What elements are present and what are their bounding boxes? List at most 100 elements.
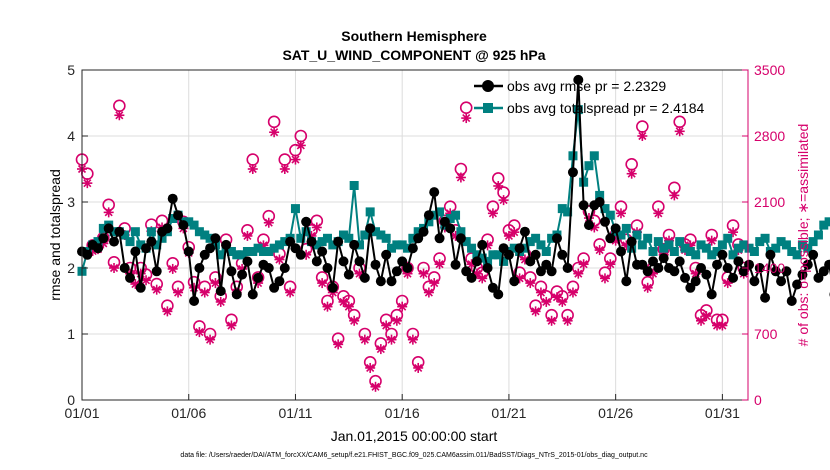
y-right-tick-label: 3500 (754, 62, 785, 78)
obs-assimilated-marker (215, 296, 226, 307)
asterisk-stroke (499, 196, 508, 205)
asterisk-stroke (638, 131, 647, 141)
obs-assimilated-marker (413, 362, 424, 373)
rmse-marker (311, 256, 322, 267)
asterisk-stroke (376, 345, 385, 354)
rmse-marker (658, 253, 669, 264)
asterisk-stroke (643, 283, 652, 292)
asterisk-stroke (510, 228, 519, 237)
obs-assimilated-marker (461, 113, 472, 124)
rmse-marker (781, 266, 792, 277)
totalspread-marker (541, 247, 551, 256)
obs-assimilated-marker (82, 178, 93, 189)
rmse-marker (786, 296, 797, 306)
rmse-marker (391, 266, 402, 277)
totalspread-marker (739, 240, 749, 250)
rmse-marker (674, 256, 685, 267)
obs-assimilated-marker (269, 127, 280, 138)
asterisk-stroke (168, 264, 177, 274)
totalspread-marker (701, 243, 711, 253)
rmse-marker (749, 276, 760, 287)
rmse-marker (386, 276, 397, 287)
asterisk-stroke (552, 293, 562, 302)
totalspread-marker (733, 243, 743, 253)
asterisk-stroke (323, 302, 332, 311)
obs-assimilated-marker (487, 208, 498, 219)
rmse-marker (103, 223, 114, 234)
obs-assimilated-marker (370, 381, 381, 392)
asterisk-stroke (270, 128, 279, 137)
rmse-marker (445, 223, 456, 234)
totalspread-marker (344, 233, 354, 243)
totalspread-marker (226, 247, 236, 256)
asterisk-stroke (702, 312, 711, 321)
rmse-marker (205, 243, 216, 254)
obs-assimilated-marker (242, 230, 253, 241)
totalspread-marker (717, 240, 727, 250)
asterisk-stroke (542, 297, 551, 307)
rmse-marker (824, 259, 830, 270)
asterisk-stroke (173, 288, 183, 297)
rmse-marker (765, 249, 776, 260)
totalspread-marker (563, 207, 573, 217)
y-axis-right: 0 700 1400 2100 2800 3500 (742, 62, 785, 408)
chart-title-line-2: SAT_U_WIND_COMPONENT @ 925 hPa (282, 47, 545, 63)
rmse-marker (98, 233, 109, 244)
rmse-marker (610, 223, 621, 234)
obs-assimilated-marker (669, 190, 680, 201)
rmse-marker (509, 276, 520, 287)
asterisk-stroke (478, 274, 487, 283)
asterisk-stroke (654, 209, 663, 218)
asterisk-stroke (248, 164, 257, 174)
totalspread-marker (685, 247, 695, 256)
rmse-marker (226, 266, 237, 277)
totalspread-marker (424, 217, 434, 227)
rmse-marker (557, 249, 568, 260)
grid (81, 70, 748, 400)
asterisk-stroke (334, 340, 343, 349)
obs-assimilated-marker (626, 168, 637, 179)
totalspread-marker (130, 227, 140, 237)
rmse-marker (792, 279, 803, 290)
rmse-marker (301, 216, 312, 227)
rmse-marker (605, 233, 616, 244)
y-left-tick-label: 3 (67, 194, 75, 210)
rmse-marker (114, 226, 125, 237)
y-right-tick-label: 700 (754, 326, 778, 342)
totalspread-marker (280, 237, 290, 247)
asterisk-stroke (141, 276, 151, 285)
y-right-tick-label: 2800 (754, 128, 785, 144)
x-tick-label: 01/21 (491, 405, 526, 421)
totalspread-marker (435, 207, 445, 217)
rmse-marker (178, 220, 189, 231)
asterisk-stroke (424, 288, 433, 297)
totalspread-marker (712, 247, 722, 256)
totalspread-marker (445, 214, 455, 223)
totalspread-marker (98, 223, 108, 233)
totalspread-marker (136, 240, 146, 250)
totalspread-marker (595, 190, 605, 200)
obs-assimilated-marker (205, 334, 216, 345)
obs-assimilated-marker (706, 235, 717, 246)
rmse-marker (338, 256, 349, 267)
totalspread-marker (381, 233, 391, 243)
asterisk-stroke (312, 223, 321, 232)
rmse-marker (797, 269, 808, 280)
rmse-marker (109, 236, 120, 247)
rmse-marker (567, 167, 578, 178)
totalspread-marker (819, 220, 829, 230)
obs-assimilated-marker (477, 273, 488, 284)
totalspread-marker (536, 240, 546, 250)
totalspread-marker (184, 217, 194, 227)
totalspread-marker (258, 247, 268, 256)
totalspread-marker (146, 227, 156, 237)
totalspread-marker (290, 204, 300, 214)
rmse-marker (242, 256, 253, 267)
totalspread-marker (760, 233, 770, 243)
totalspread-marker (248, 247, 258, 256)
totalspread-marker (338, 230, 348, 240)
totalspread-marker (269, 243, 279, 253)
rmse-marker (621, 276, 632, 287)
obs-assimilated-marker (498, 195, 509, 206)
